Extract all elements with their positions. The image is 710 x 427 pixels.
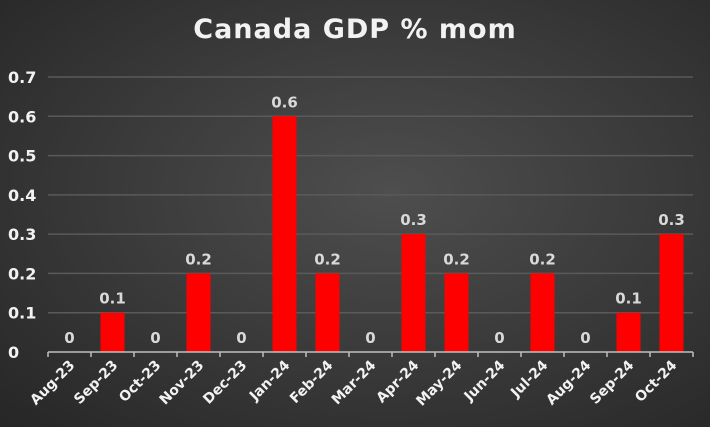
x-tick-label: Dec-23 <box>200 358 250 408</box>
x-tick-label: Jun-24 <box>461 357 509 405</box>
data-label: 0.1 <box>615 290 642 308</box>
data-label: 0.2 <box>314 250 341 268</box>
data-label: 0 <box>580 329 590 347</box>
bar-sep-23 <box>100 312 125 352</box>
data-label: 0 <box>150 329 160 347</box>
data-label: 0.3 <box>658 211 685 229</box>
bar-jan-24 <box>272 116 297 353</box>
data-label: 0.3 <box>400 211 427 229</box>
data-label: 0.2 <box>443 250 470 268</box>
data-label: 0.6 <box>271 93 298 111</box>
data-label: 0 <box>365 329 375 347</box>
bar-feb-24 <box>315 273 340 352</box>
y-tick-label: 0.6 <box>8 107 36 126</box>
bar-oct-24 <box>659 234 684 352</box>
y-tick-label: 0.5 <box>8 147 36 166</box>
y-tick-label: 0.7 <box>8 68 36 87</box>
bar-may-24 <box>444 273 469 352</box>
x-tick-label: May-24 <box>413 357 465 409</box>
data-label: 0.1 <box>99 290 126 308</box>
x-tick-label: Mar-24 <box>329 357 380 408</box>
x-tick-label: Aug-23 <box>27 358 78 409</box>
x-tick-label: Jan-24 <box>246 357 293 404</box>
y-tick-label: 0 <box>8 343 19 362</box>
data-label: 0 <box>236 329 246 347</box>
data-label: 0.2 <box>185 250 212 268</box>
data-label: 0.2 <box>529 250 556 268</box>
data-label: 0 <box>494 329 504 347</box>
y-tick-label: 0.2 <box>8 264 36 283</box>
x-tick-label: Nov-23 <box>157 358 208 409</box>
chart-title: Canada GDP % mom <box>193 14 517 45</box>
bar-sep-24 <box>616 312 641 352</box>
bar-jul-24 <box>530 273 555 352</box>
y-tick-label: 0.4 <box>8 186 36 205</box>
y-tick-label: 0.1 <box>8 304 36 323</box>
x-tick-label: Aug-24 <box>543 357 594 408</box>
x-tick-label: Oct-24 <box>632 357 680 405</box>
x-tick-label: Sep-24 <box>587 357 637 407</box>
x-tick-label: Sep-23 <box>71 358 121 408</box>
bar-nov-23 <box>186 273 211 352</box>
y-tick-label: 0.3 <box>8 225 36 244</box>
data-label: 0 <box>64 329 74 347</box>
bar-apr-24 <box>401 234 426 352</box>
x-tick-label: Feb-24 <box>287 357 337 407</box>
